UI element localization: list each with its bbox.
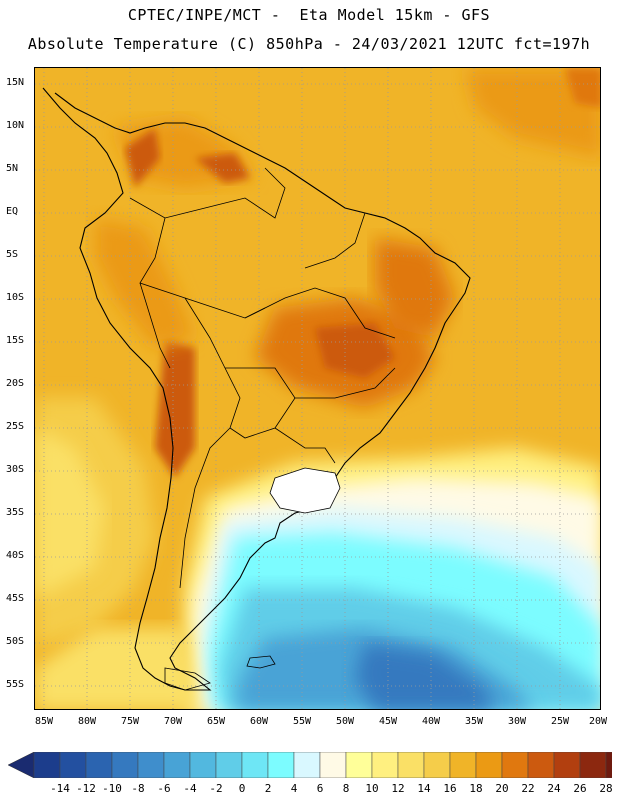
- legend-label: 24: [547, 782, 561, 795]
- lon-label: 30W: [507, 716, 527, 727]
- field-hot-colombia: [125, 128, 160, 188]
- legend-swatch: [449, 752, 477, 778]
- falklands: [246, 655, 276, 669]
- legend-low-arrow: [8, 752, 35, 778]
- legend-swatch: [345, 752, 373, 778]
- lat-label: 35S: [6, 507, 25, 518]
- lon-label: 55W: [292, 716, 312, 727]
- lon-label: 50W: [335, 716, 355, 727]
- legend-label: 6: [316, 782, 324, 795]
- legend-swatch: [527, 752, 555, 778]
- legend-label: 26: [573, 782, 587, 795]
- lat-label: 50S: [6, 636, 25, 647]
- lat-label: 20S: [6, 378, 25, 389]
- lat-label: 5S: [6, 249, 19, 260]
- legend-label: 28: [599, 782, 613, 795]
- legend-label: 10: [365, 782, 379, 795]
- lat-label: 5N: [6, 163, 19, 174]
- legend-swatch: [553, 752, 581, 778]
- legend-label: 18: [469, 782, 483, 795]
- lon-label: 40W: [421, 716, 441, 727]
- lon-label: 85W: [34, 716, 54, 727]
- legend-swatch: [475, 752, 503, 778]
- lat-label: 15N: [6, 77, 25, 88]
- field-hot-ne: [565, 68, 600, 108]
- legend-swatch: [163, 752, 191, 778]
- legend-swatch: [397, 752, 425, 778]
- legend-label: -12: [76, 782, 96, 795]
- lat-label: 25S: [6, 421, 25, 432]
- field-hot-andes-east: [155, 338, 195, 478]
- legend-label: 22: [521, 782, 535, 795]
- field-southwest-yellow: [35, 628, 200, 709]
- legend-swatch: [319, 752, 347, 778]
- legend-label: 16: [443, 782, 457, 795]
- lon-label: 75W: [120, 716, 140, 727]
- lon-label: 35W: [464, 716, 484, 727]
- legend-swatch: [579, 752, 607, 778]
- lon-label: 80W: [77, 716, 97, 727]
- legend-label: -4: [183, 782, 197, 795]
- country-borders: [129, 167, 396, 589]
- field-hot-brazil-ne: [375, 238, 455, 338]
- legend-label: 14: [417, 782, 431, 795]
- legend-swatch: [371, 752, 399, 778]
- legend-swatch: [189, 752, 217, 778]
- legend-label: -10: [102, 782, 122, 795]
- lon-label: 45W: [378, 716, 398, 727]
- field-south-deepblue: [355, 643, 495, 709]
- lat-label: 55S: [6, 679, 25, 690]
- legend-swatch: [59, 752, 87, 778]
- legend-label: 8: [342, 782, 350, 795]
- legend-swatch: [267, 752, 295, 778]
- legend-swatch: [241, 752, 269, 778]
- field-pacific-light: [35, 428, 105, 598]
- coastline-south-america: [42, 87, 471, 691]
- field-warm-ne: [465, 68, 600, 158]
- lat-label: EQ: [6, 206, 19, 217]
- field-hot-venezuela: [195, 153, 250, 183]
- legend-label: -14: [50, 782, 70, 795]
- legend-swatch: [215, 752, 243, 778]
- graticule-lines: [35, 68, 600, 709]
- legend-label: 2: [264, 782, 272, 795]
- lat-label: 10N: [6, 120, 25, 131]
- lat-label: 15S: [6, 335, 25, 346]
- lon-label: 25W: [550, 716, 570, 727]
- lat-label: 10S: [6, 292, 25, 303]
- tierra-del-fuego: [164, 667, 211, 691]
- legend-label: 20: [495, 782, 509, 795]
- map-panel: [34, 67, 601, 710]
- uruguay-region: [269, 467, 341, 514]
- color-legend: [8, 752, 612, 778]
- legend-label: 4: [290, 782, 298, 795]
- legend-swatch: [605, 752, 612, 778]
- field-warm-andes: [95, 218, 195, 348]
- legend-label: -8: [131, 782, 145, 795]
- title-line-2: Absolute Temperature (C) 850hPa - 24/03/…: [27, 35, 591, 53]
- legend-swatch: [501, 752, 529, 778]
- legend-swatch: [85, 752, 113, 778]
- legend-swatch: [137, 752, 165, 778]
- lon-label: 70W: [163, 716, 183, 727]
- legend-swatch: [293, 752, 321, 778]
- lat-label: 30S: [6, 464, 25, 475]
- temperature-map: [35, 68, 600, 709]
- title-line-1: CPTEC/INPE/MCT - Eta Model 15km - GFS: [127, 6, 491, 24]
- legend-label: 12: [391, 782, 405, 795]
- lon-label: 60W: [249, 716, 269, 727]
- legend-label: -6: [157, 782, 171, 795]
- lat-label: 40S: [6, 550, 25, 561]
- legend-label: 0: [238, 782, 246, 795]
- lon-label: 65W: [206, 716, 226, 727]
- legend-swatch: [33, 752, 61, 778]
- field-hotter-center: [315, 323, 395, 378]
- legend-label: -2: [209, 782, 223, 795]
- lon-label: 20W: [588, 716, 608, 727]
- legend-swatch: [111, 752, 139, 778]
- lat-label: 45S: [6, 593, 25, 604]
- legend-swatch: [423, 752, 451, 778]
